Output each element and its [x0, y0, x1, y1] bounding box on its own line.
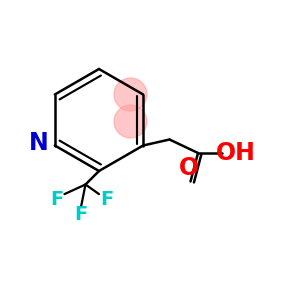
- Text: OH: OH: [216, 141, 255, 165]
- Text: O: O: [179, 156, 199, 180]
- Text: F: F: [100, 190, 113, 209]
- Text: F: F: [50, 190, 64, 209]
- Text: N: N: [28, 131, 48, 155]
- Circle shape: [114, 78, 147, 111]
- Text: F: F: [74, 205, 88, 224]
- Circle shape: [114, 105, 147, 138]
